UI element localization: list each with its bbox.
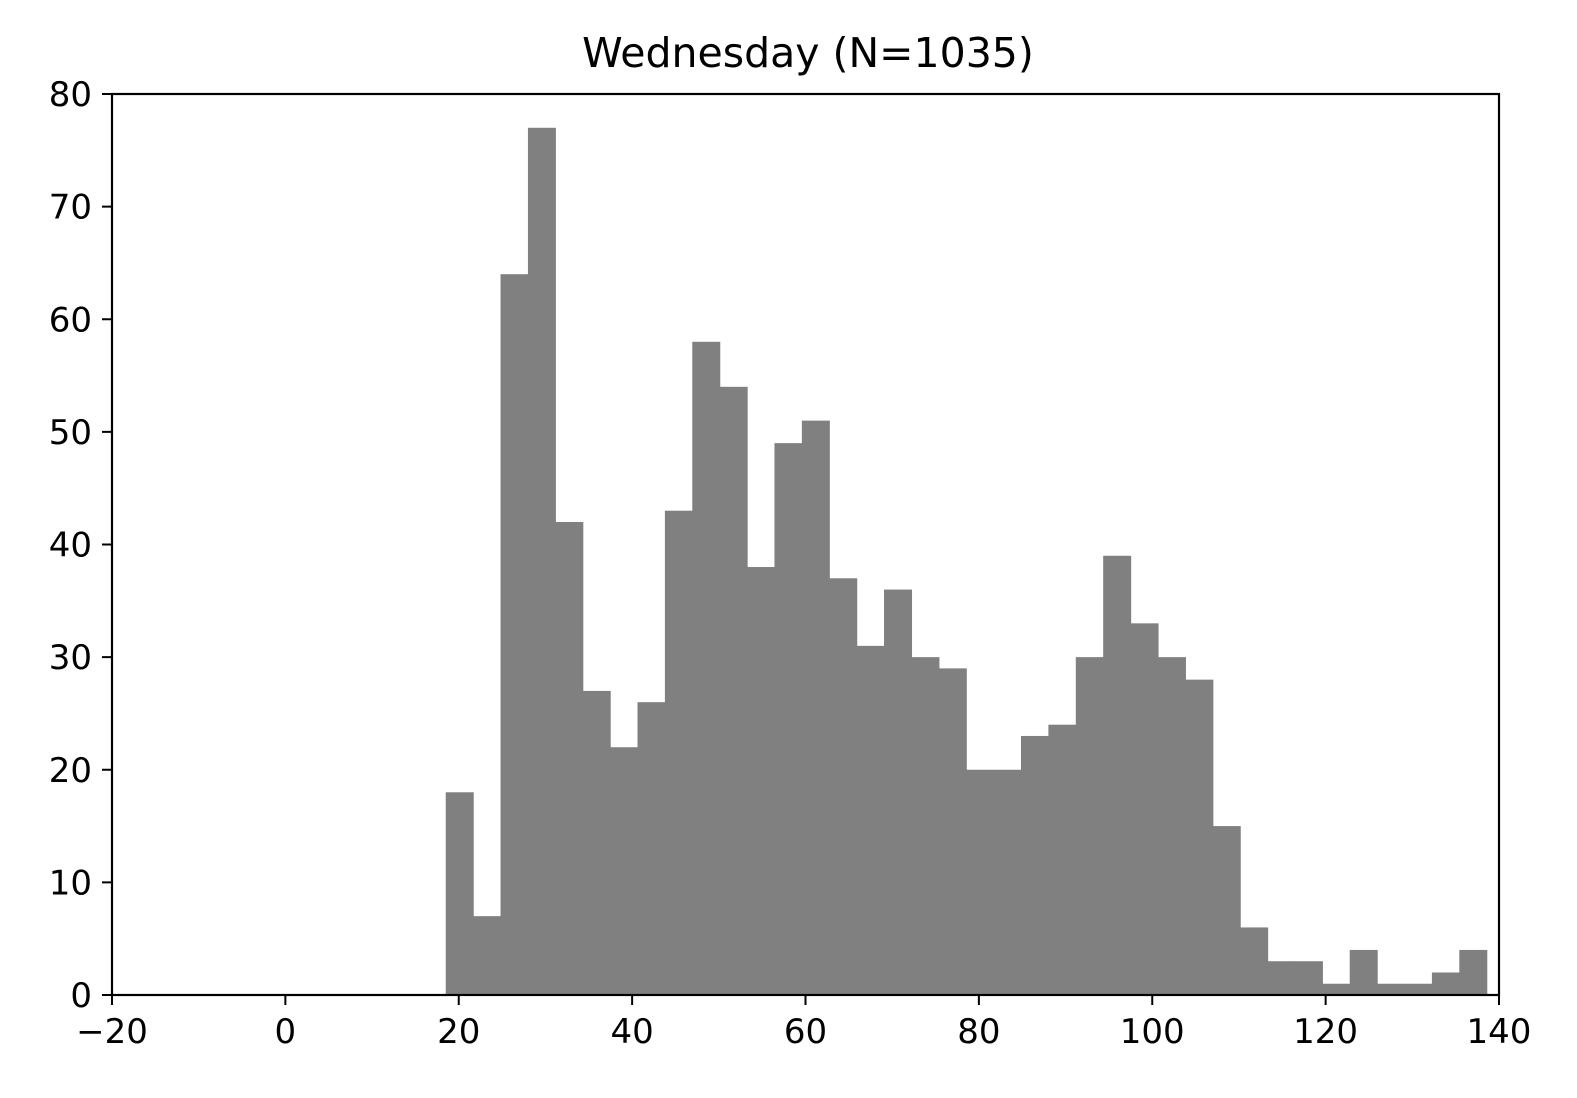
histogram-bar [1294, 961, 1323, 995]
x-tick-label: 140 [1467, 1012, 1532, 1052]
histogram-bar [500, 274, 529, 995]
histogram-bar [527, 127, 556, 996]
histogram-bar [993, 769, 1022, 995]
histogram-bar [637, 702, 666, 995]
histogram-bar [1075, 657, 1104, 995]
x-tick-label: 0 [275, 1012, 297, 1052]
y-tick-label: 70 [49, 188, 92, 228]
histogram-bar [1267, 961, 1296, 995]
y-tick-label: 60 [49, 300, 92, 340]
histogram-bar [966, 769, 995, 995]
histogram-bar [884, 589, 913, 995]
histogram-bar [1212, 826, 1241, 995]
y-tick-label: 30 [49, 638, 92, 678]
histogram-bar [719, 386, 748, 995]
histogram-bar [555, 521, 584, 995]
y-tick-label: 80 [49, 75, 92, 115]
y-tick-label: 0 [70, 976, 92, 1016]
histogram-bar [1130, 623, 1159, 995]
histogram-bar [1185, 679, 1214, 995]
histogram-bar [1431, 972, 1460, 995]
x-tick-label: 40 [610, 1012, 653, 1052]
histogram-bar [1459, 949, 1488, 995]
x-tick-label: 60 [784, 1012, 827, 1052]
y-tick-label: 40 [49, 526, 92, 566]
y-tick-label: 50 [49, 413, 92, 453]
histogram-bar [938, 668, 967, 995]
histogram-bar [610, 747, 639, 995]
x-tick-label: 20 [437, 1012, 480, 1052]
x-tick-label: 100 [1120, 1012, 1185, 1052]
chart-title: Wednesday (N=1035) [582, 29, 1034, 77]
histogram-bar [1103, 555, 1132, 995]
histogram-bar [1404, 983, 1433, 995]
histogram-bar [801, 420, 830, 995]
x-tick-label: −20 [76, 1012, 148, 1052]
y-tick-label: 10 [49, 863, 92, 903]
histogram-bar [1349, 949, 1378, 995]
y-tick-label: 20 [49, 751, 92, 791]
histogram-bar [1240, 927, 1269, 995]
histogram-bar [1322, 983, 1351, 995]
histogram-bar [445, 792, 474, 995]
histogram-bar [747, 567, 776, 995]
histogram-bar [1048, 724, 1077, 995]
histogram-bar [692, 341, 721, 995]
histogram-bar [774, 443, 803, 995]
histogram-bar [473, 916, 502, 995]
histogram-bar [1021, 735, 1049, 995]
histogram-bar [911, 657, 940, 995]
histogram-bar [1377, 983, 1406, 995]
x-tick-label: 120 [1293, 1012, 1358, 1052]
histogram-bar [582, 690, 611, 995]
histogram-bar [829, 578, 858, 995]
histogram-bar [1157, 657, 1186, 995]
x-tick-label: 80 [957, 1012, 1000, 1052]
histogram-bar [856, 645, 885, 995]
bars-layer [445, 127, 1488, 996]
histogram-bar [664, 510, 693, 995]
